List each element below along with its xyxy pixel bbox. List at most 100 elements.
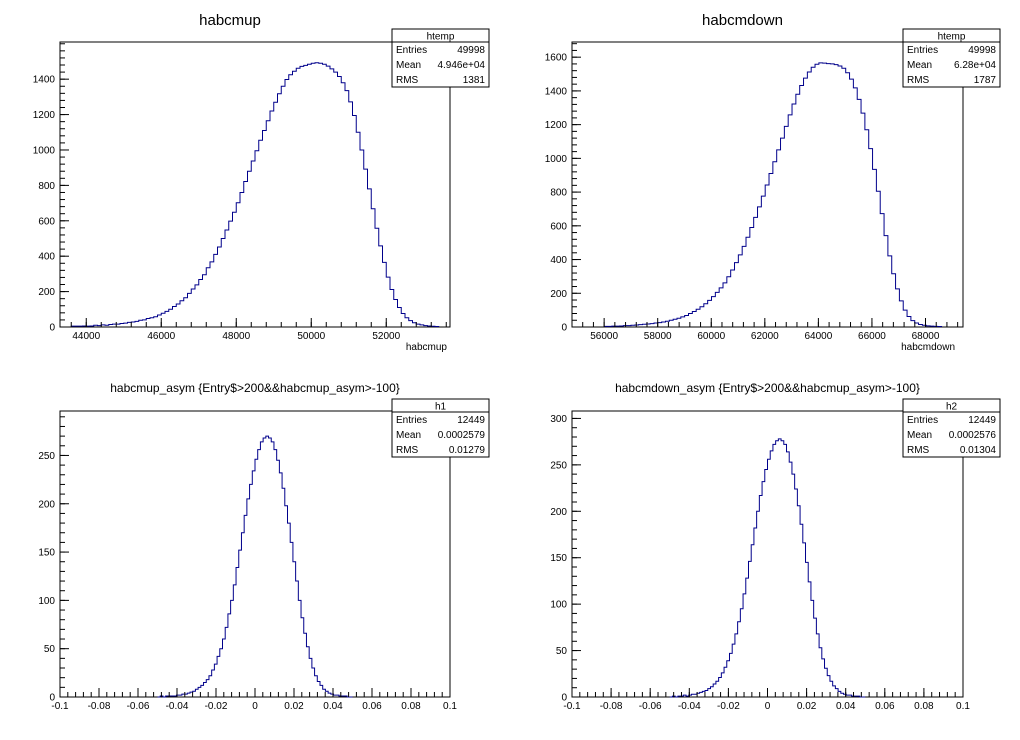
y-tick-label: 1400 [545, 86, 568, 97]
stats-row-label: RMS [396, 75, 419, 86]
y-tick-label: 0 [561, 323, 567, 334]
x-tick-label: 0 [765, 701, 771, 712]
x-tick-label: 0.02 [284, 701, 304, 712]
chart-panel-3: habcmup_asym {Entry$>200&&habcmup_asym>-… [38, 381, 490, 712]
stats-row-label: Entries [396, 45, 427, 56]
x-tick-label: 58000 [644, 331, 672, 342]
y-tick-label: 800 [38, 181, 55, 192]
x-tick-label: -0.1 [563, 701, 581, 712]
stats-box: h1 Entries 12449 Mean 0.0002579 RMS 0.01279 [391, 398, 490, 458]
y-tick-label: 150 [550, 553, 567, 564]
x-axis-label: habcmup [406, 342, 448, 353]
stats-row-label: Mean [907, 60, 932, 71]
stats-row-value: 49998 [968, 45, 996, 56]
x-tick-label: -0.08 [88, 701, 111, 712]
y-tick-label: 1000 [545, 154, 568, 165]
chart-title: habcmup_asym {Entry$>200&&habcmup_asym>-… [110, 381, 400, 395]
y-tick-label: 50 [44, 644, 56, 655]
x-tick-label: -0.1 [51, 701, 69, 712]
y-tick-label: 200 [550, 289, 567, 300]
x-tick-label: 0.08 [401, 701, 421, 712]
y-tick-label: 800 [550, 188, 567, 199]
y-tick-label: 300 [550, 414, 567, 425]
histogram-series [603, 62, 943, 327]
x-tick-label: 48000 [222, 331, 250, 342]
y-tick-label: 0 [49, 693, 55, 704]
stats-row-value: 0.0002576 [949, 430, 997, 441]
x-tick-label: 66000 [858, 331, 886, 342]
x-tick-label: 0.1 [956, 701, 970, 712]
stats-row-value: 0.0002579 [438, 430, 486, 441]
y-tick-label: 200 [38, 287, 55, 298]
x-tick-label: 0.04 [836, 701, 856, 712]
x-tick-label: 0.04 [323, 701, 343, 712]
x-tick-label: 0.08 [914, 701, 934, 712]
y-tick-label: 1400 [33, 75, 56, 86]
plot-frame [571, 41, 964, 328]
stats-row-label: Entries [907, 45, 938, 56]
x-tick-label: -0.02 [717, 701, 740, 712]
y-tick-label: 200 [550, 507, 567, 518]
x-tick-label: 0 [252, 701, 258, 712]
stats-box-frame [391, 398, 490, 458]
stats-box-name: h2 [946, 402, 958, 413]
y-tick-label: 600 [38, 216, 55, 227]
x-tick-label: 46000 [147, 331, 175, 342]
y-tick-label: 400 [38, 252, 55, 263]
stats-box: h2 Entries 12449 Mean 0.0002576 RMS 0.01304 [902, 398, 1001, 458]
y-tick-label: 0 [49, 323, 55, 334]
chart-title: habcmdown_asym {Entry$>200&&habcmup_asym… [615, 381, 920, 395]
y-tick-label: 250 [550, 460, 567, 471]
x-tick-label: 50000 [297, 331, 325, 342]
chart-panel-1: habcmup 0 200 400 600 800 1000 1200 1400 44000 460… [33, 12, 490, 353]
stats-row-label: Mean [396, 60, 421, 71]
y-tick-label: 200 [38, 499, 55, 510]
x-tick-label: 62000 [751, 331, 779, 342]
stats-row-value: 1787 [974, 75, 997, 86]
y-tick-label: 100 [550, 600, 567, 611]
x-tick-label: 64000 [804, 331, 832, 342]
stats-row-value: 6.28e+04 [954, 60, 996, 71]
stats-row-label: Mean [907, 430, 932, 441]
chart-panel-4: habcmdown_asym {Entry$>200&&habcmup_asym… [550, 381, 1001, 712]
chart-title: habcmup [199, 12, 261, 29]
stats-row-value: 0.01304 [960, 445, 997, 456]
histogram-series [70, 62, 440, 327]
y-tick-label: 1200 [33, 110, 56, 121]
stats-row-value: 12449 [968, 415, 996, 426]
x-tick-label: 0.06 [362, 701, 382, 712]
chart-panel-2: habcmdown 0 200 400 600 800 1000 1200 1400 1600 56… [545, 12, 1001, 353]
stats-box-name: h1 [435, 402, 447, 413]
x-tick-label: 68000 [912, 331, 940, 342]
stats-box-name: htemp [427, 32, 455, 43]
y-tick-label: 600 [550, 221, 567, 232]
x-axis-label: habcmdown [901, 342, 955, 353]
x-tick-label: -0.08 [600, 701, 623, 712]
histogram-series [669, 438, 866, 698]
x-tick-label: -0.06 [127, 701, 150, 712]
stats-box-frame [902, 28, 1001, 88]
stats-row-label: Entries [396, 415, 427, 426]
y-tick-label: 1000 [33, 145, 56, 156]
stats-row-label: Mean [396, 430, 421, 441]
y-tick-label: 1600 [545, 53, 568, 64]
stats-box-frame [902, 398, 1001, 458]
stats-row-value: 0.01279 [449, 445, 486, 456]
stats-box-name: htemp [938, 32, 966, 43]
x-tick-label: -0.02 [205, 701, 228, 712]
y-tick-label: 0 [561, 693, 567, 704]
x-tick-label: 0.1 [443, 701, 457, 712]
x-tick-label: -0.04 [166, 701, 189, 712]
chart-title: habcmdown [702, 12, 783, 29]
y-tick-label: 100 [38, 596, 55, 607]
stats-row-value: 49998 [457, 45, 485, 56]
x-tick-label: -0.06 [639, 701, 662, 712]
x-tick-label: 52000 [372, 331, 400, 342]
stats-row-label: Entries [907, 415, 938, 426]
x-tick-label: 0.02 [797, 701, 817, 712]
x-tick-label: 44000 [72, 331, 100, 342]
stats-row-label: RMS [907, 445, 930, 456]
